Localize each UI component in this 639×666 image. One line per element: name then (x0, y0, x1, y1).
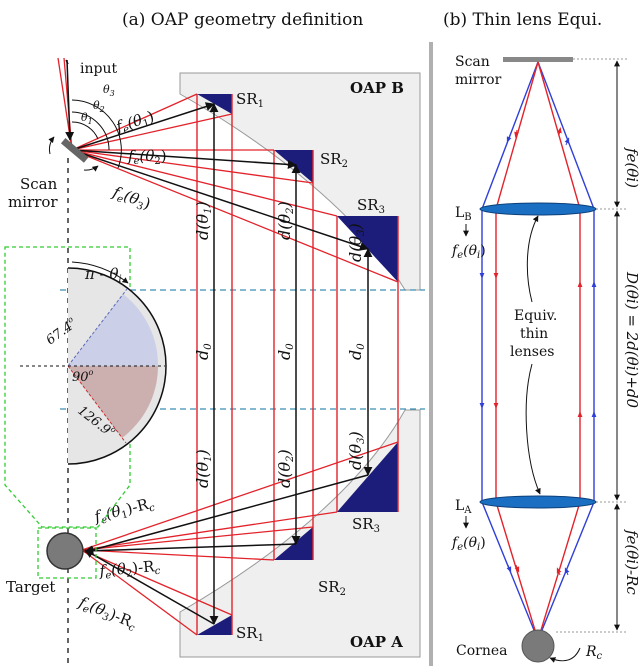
inset-red-line (67, 365, 127, 444)
equiv-label-line3: lenses (510, 344, 554, 360)
sr3-a-triangle (337, 442, 398, 512)
dim-bot-label: fe(θi)-Rc (623, 529, 639, 595)
cornea-label: Cornea (456, 643, 507, 659)
sr3-b-label: SR3 (357, 196, 385, 216)
scan-mirror-b (503, 57, 573, 62)
equiv-label-line1: Equiv. (514, 308, 557, 324)
theta1-label: θ1 (81, 111, 93, 126)
dim-top-label: fe(θi) (623, 147, 639, 188)
lb-label: LB (455, 205, 472, 223)
scan-mirror-a (60, 138, 89, 163)
inset-frame (4, 246, 131, 528)
sr1-a-triangle (197, 615, 232, 635)
rc-label: Rc (585, 644, 603, 662)
target-label: Target (6, 578, 55, 596)
inset-blue-line (67, 288, 128, 367)
oap-b-label: OAP B (350, 79, 404, 97)
angle-90-label: 90o (72, 368, 94, 385)
dim-mid-label: D(θi) = 2d(θi)+d0 (623, 271, 639, 409)
panel-b-title: (b) Thin lens Equi. (443, 10, 602, 30)
inset-angle-arrow (71, 261, 129, 284)
rc-arrow (549, 647, 581, 663)
svg-text:d(θ2): d(θ2) (275, 449, 296, 488)
lower-black-arrows (84, 474, 369, 625)
sr1-b-label: SR1 (236, 90, 264, 110)
inset-arc (67, 267, 167, 465)
svg-text:d(θ3): d(θ3) (346, 431, 367, 470)
oap-a-label: OAP A (350, 633, 403, 651)
target-circle (46, 532, 84, 570)
fe-theta1-label: fe(θ1) (113, 107, 157, 138)
sr1-a-label: SR1 (236, 624, 264, 644)
vertical-red-rays (196, 94, 399, 635)
sr2-b-label: SR2 (320, 150, 348, 170)
inset-blue-sector (68, 294, 159, 366)
sr3-a-label: SR3 (352, 515, 380, 535)
mirror-rotation-arrow-right (83, 165, 99, 172)
input-arrow (65, 59, 75, 141)
d-labels: d(θ1) d(θ2) d(θ3) d(θ1) d(θ2) d(θ3) d0 d… (193, 201, 367, 488)
svg-text:d0: d0 (193, 343, 214, 360)
equiv-arrow-down (525, 363, 541, 495)
input-label: input (80, 61, 117, 77)
scan-label-b: Scan (455, 54, 490, 70)
mirror-rotation-arrow-left (48, 136, 55, 155)
target-zoom-frame (37, 527, 97, 579)
equiv-arrow-up (526, 215, 539, 303)
theta3-label: θ3 (103, 83, 115, 98)
fe-theta2-label: fe(θ2) (127, 147, 167, 167)
svg-text:d0: d0 (346, 343, 367, 360)
theta2-label: θ2 (93, 99, 105, 114)
scan-label-a: Scan (20, 175, 58, 193)
panel-b-ray-arrows (479, 127, 597, 576)
equiv-label-line2: thin (520, 326, 548, 342)
inset-red-sector (68, 366, 158, 438)
fe-theta3-rc-label: fe(θ3)-Rc (75, 593, 140, 635)
svg-text:d0: d0 (275, 343, 296, 360)
la-fe-label: fe(θi) (451, 535, 486, 553)
svg-text:d(θ3): d(θ3) (346, 223, 367, 262)
sr2-a-label: SR2 (318, 578, 346, 598)
fe-theta2-rc-label: fe(θ2)-Rc (98, 557, 161, 582)
fe-theta3-label: fe(θ3) (109, 183, 153, 215)
panel-a-title: (a) OAP geometry definition (122, 10, 363, 30)
svg-text:d(θ1): d(θ1) (193, 201, 214, 240)
upper-black-arrows (65, 59, 373, 625)
fe-theta1-rc-label: fe(θ1)-Rc (92, 494, 157, 528)
la-label: LA (455, 498, 472, 516)
dimension-labels: fe(θi) D(θi) = 2d(θi)+d0 fe(θi)-Rc (623, 147, 639, 595)
lens-la (479, 495, 597, 509)
cornea-circle (521, 629, 555, 663)
mirror-label-a: mirror (8, 193, 58, 211)
lb-fe-label: fe(θi) (451, 243, 486, 261)
theta-arcs (71, 99, 122, 169)
mirror-label-b: mirror (455, 72, 502, 88)
lens-lb (479, 202, 597, 216)
svg-text:d(θ1): d(θ1) (193, 449, 214, 488)
svg-text:d(θ2): d(θ2) (275, 201, 296, 240)
dimension-guides (556, 58, 628, 633)
pi-minus-theta-label: π - θi (84, 265, 122, 285)
